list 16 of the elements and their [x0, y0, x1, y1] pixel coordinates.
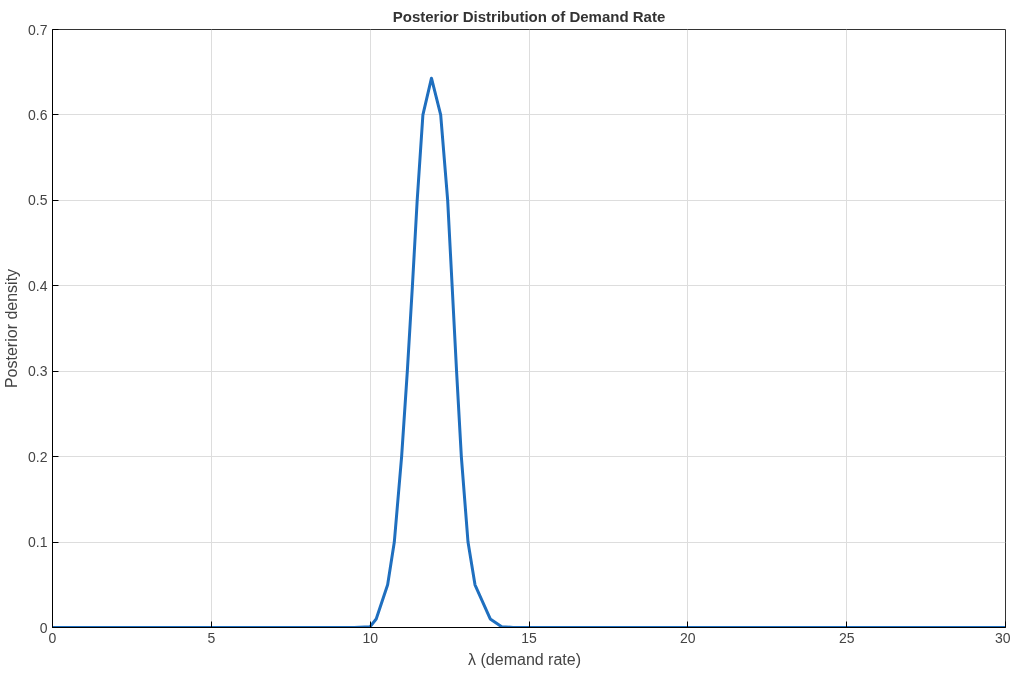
y-tick-label: 0.5	[28, 192, 48, 209]
x-tick-label: 20	[680, 629, 696, 646]
y-tick-label: 0.2	[28, 448, 48, 465]
y-tick-label: 0.1	[28, 534, 48, 551]
y-tick-label: 0.6	[28, 106, 48, 123]
x-axis-title: λ (demand rate)	[468, 650, 582, 668]
y-tick-label: 0.4	[28, 277, 48, 294]
x-tick-label: 15	[521, 629, 537, 646]
y-tick-label: 0.7	[28, 21, 48, 38]
x-tick-label: 25	[838, 629, 855, 646]
x-tick-label: 10	[362, 629, 379, 646]
y-tick-label: 0.3	[28, 363, 48, 380]
x-tick-label: 30	[994, 629, 1011, 646]
y-axis-title: Posterior density	[3, 268, 21, 389]
chart-title: Posterior Distribution of Demand Rate	[392, 7, 666, 25]
x-tick-label: 5	[207, 629, 216, 646]
